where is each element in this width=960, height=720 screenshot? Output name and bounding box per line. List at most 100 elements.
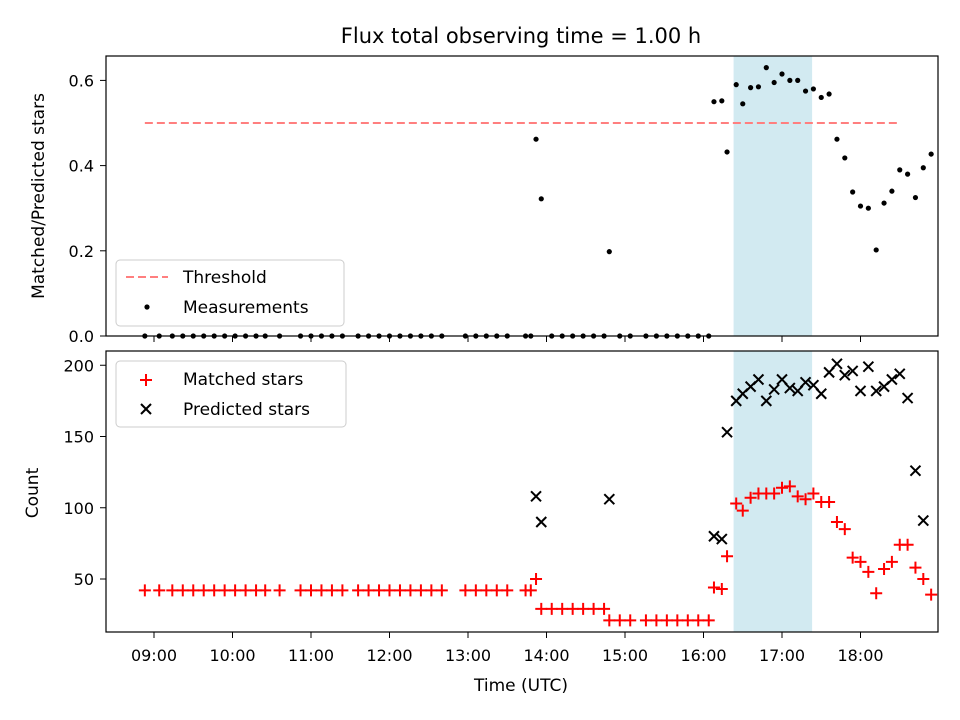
- matched-point-19: [362, 584, 375, 597]
- bottom-legend-box: [115, 360, 347, 428]
- measurement-point-54: [724, 149, 730, 155]
- matched-point-2: [166, 584, 179, 597]
- matched-point-14: [305, 584, 317, 597]
- matched-point-46: [650, 614, 663, 627]
- top-legend-box: [115, 259, 345, 327]
- matched-point-13: [294, 584, 307, 597]
- measurement-point-70: [850, 189, 856, 195]
- measurement-point-74: [881, 200, 887, 206]
- matched-point-79: [917, 573, 930, 585]
- matched-point-22: [393, 584, 406, 597]
- predicted-point-5: [721, 426, 733, 438]
- matched-point-78: [909, 561, 922, 574]
- matched-point-16: [325, 584, 338, 597]
- top-y-tick-label-3: 0.6: [69, 71, 94, 90]
- matched-point-60: [768, 487, 781, 500]
- predicted-point-11: [768, 383, 780, 396]
- bottom-y-tick-label-0: 50: [74, 570, 94, 589]
- matched-point-61: [776, 481, 788, 494]
- x-tick-label-5: 14:00: [523, 646, 569, 665]
- measurement-point-75: [889, 188, 895, 194]
- predicted-point-20: [839, 369, 851, 381]
- measurement-point-61: [779, 71, 785, 77]
- measurement-point-71: [857, 203, 864, 209]
- predicted-point-0: [530, 490, 542, 503]
- predicted-point-22: [854, 385, 867, 397]
- matched-point-11: [259, 584, 272, 597]
- predicted-point-15: [799, 376, 812, 389]
- predicted-point-2: [603, 493, 616, 505]
- measurement-point-58: [755, 84, 762, 90]
- predicted-point-23: [862, 360, 875, 373]
- predicted-point-21: [846, 365, 859, 377]
- matched-point-69: [838, 523, 851, 536]
- predicted-point-9: [752, 373, 765, 386]
- matched-point-31: [501, 584, 514, 597]
- matched-point-0: [138, 584, 151, 597]
- matched-point-7: [218, 584, 231, 597]
- matched-point-72: [862, 565, 875, 578]
- matched-point-3: [176, 584, 189, 597]
- matched-point-45: [639, 614, 652, 627]
- matched-point-28: [469, 584, 482, 597]
- measurement-point-78: [912, 194, 919, 201]
- matched-point-43: [613, 614, 626, 627]
- predicted-point-26: [886, 373, 898, 386]
- top-panel-span: [733, 56, 813, 336]
- top-y-tick-label-1: 0.2: [69, 242, 94, 261]
- top-legend: Threshold Measurements: [115, 259, 345, 327]
- top-panel-frame: [105, 55, 939, 337]
- matched-point-36: [545, 602, 558, 615]
- measurement-point-65: [810, 86, 817, 92]
- measurements-legend-swatch: [144, 304, 150, 310]
- measurement-point-42: [606, 249, 612, 255]
- matched-point-62: [783, 480, 796, 493]
- matched-point-54: [721, 550, 734, 563]
- matched-point-25: [425, 584, 438, 597]
- top-y-tick-label-2: 0.4: [69, 157, 94, 176]
- x-tick-label-9: 18:00: [837, 646, 883, 665]
- matched-point-77: [901, 538, 914, 551]
- predicted-point-13: [784, 382, 796, 394]
- predicted-point-17: [815, 388, 827, 400]
- matched-point-70: [846, 551, 859, 564]
- matched-point-39: [577, 602, 590, 615]
- bottom-y-ticks: 50 100 150 200: [63, 356, 106, 589]
- matched-point-50: [692, 614, 705, 627]
- predicted-point-29: [909, 464, 922, 477]
- bottom-x-ticks: 09:00 10:00 11:00 12:00 13:00 14:00 15:00 16:00…: [131, 632, 884, 665]
- matched-legend-label: Matched stars: [183, 370, 303, 390]
- measurement-point-55: [733, 82, 739, 88]
- matched-point-65: [807, 487, 820, 500]
- matched-point-23: [404, 584, 417, 597]
- measurement-point-69: [842, 155, 848, 161]
- matched-point-48: [671, 614, 684, 627]
- measurement-point-66: [818, 94, 824, 101]
- matched-point-71: [854, 555, 867, 568]
- matched-point-29: [480, 584, 493, 597]
- matched-point-18: [352, 584, 365, 597]
- measurement-point-34: [533, 136, 539, 142]
- matched-point-34: [530, 573, 543, 585]
- top-y-ticks: 0.0 0.2 0.4 0.6: [69, 71, 861, 346]
- x-tick-label-0: 09:00: [131, 646, 177, 665]
- predicted-point-4: [716, 533, 728, 545]
- bottom-y-tick-label-1: 100: [63, 499, 94, 518]
- matched-point-44: [624, 614, 637, 627]
- measurement-point-77: [905, 171, 911, 177]
- x-tick-label-1: 10:00: [209, 646, 255, 665]
- bottom-y-axis-label: Count: [23, 467, 43, 518]
- matched-point-55: [730, 497, 743, 510]
- matched-point-42: [603, 614, 616, 627]
- predicted-point-19: [831, 358, 843, 370]
- chart-title: Flux total observing time = 1.00 h: [341, 24, 701, 48]
- x-axis-label: Time (UTC): [473, 676, 568, 696]
- matched-point-68: [830, 516, 843, 528]
- measurements-legend-label: Measurements: [183, 298, 309, 318]
- matched-point-15: [315, 584, 328, 597]
- matched-point-8: [229, 584, 242, 597]
- matched-point-64: [799, 493, 812, 506]
- measurement-point-59: [763, 65, 769, 71]
- bottom-y-tick-label-2: 150: [63, 428, 94, 447]
